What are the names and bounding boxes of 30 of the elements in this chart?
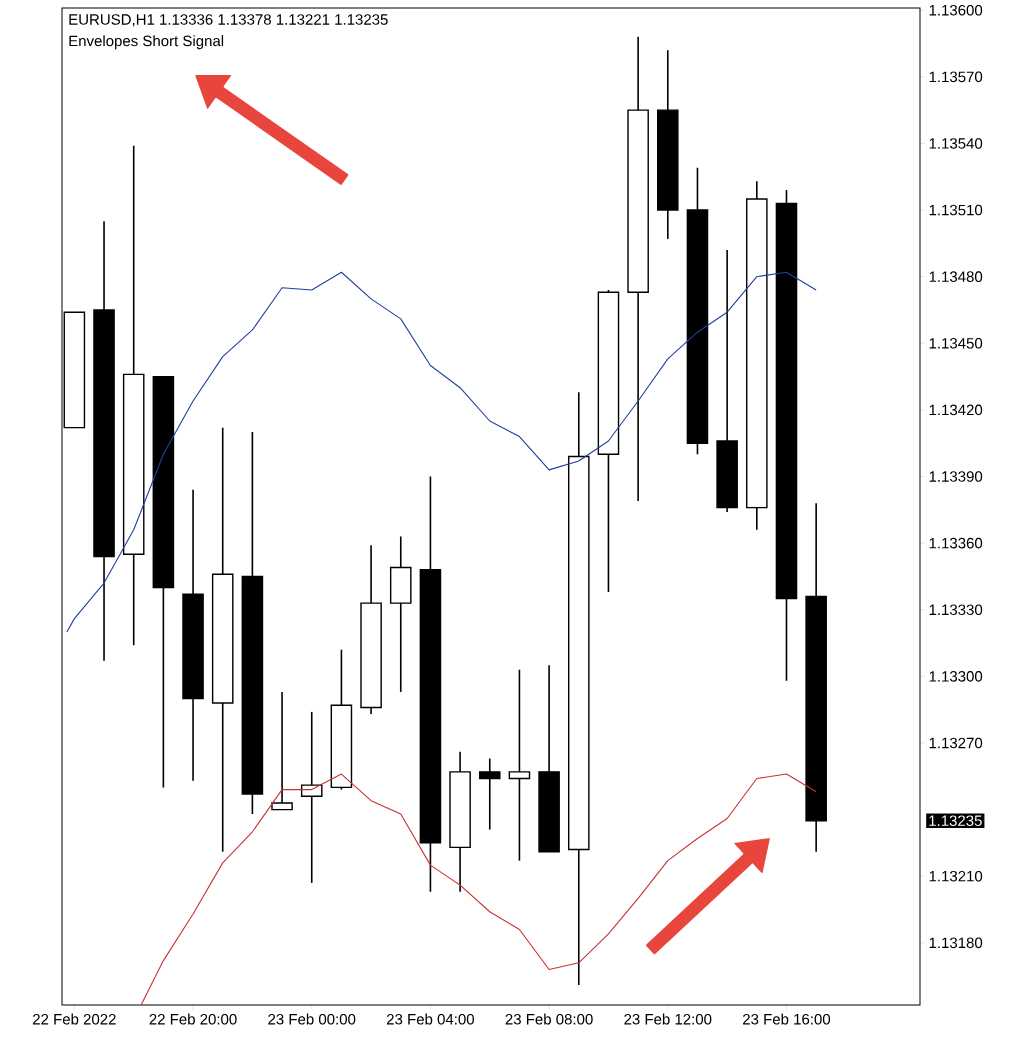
y-tick-label: 1.13420 bbox=[929, 404, 983, 416]
candlestick bbox=[300, 711, 323, 884]
line-series bbox=[140, 773, 817, 1005]
x-tick-label: 23 Feb 12:00 bbox=[624, 1013, 712, 1025]
candlestick bbox=[271, 691, 293, 811]
y-tick-label: 1.13270 bbox=[929, 737, 983, 749]
text: Envelopes Short Signal bbox=[69, 35, 224, 50]
y-tick-label: 1.13390 bbox=[929, 471, 983, 482]
line-series bbox=[66, 271, 817, 633]
candlestick bbox=[478, 757, 501, 831]
y-tick-label: 1.13210 bbox=[929, 870, 983, 882]
text: 1.13235 bbox=[929, 815, 982, 826]
y-tick-label: 1.13300 bbox=[929, 671, 983, 682]
x-tick-label: 23 Feb 08:00 bbox=[505, 1013, 593, 1025]
y-tick-label: 1.13600 bbox=[929, 4, 983, 16]
chart-title: EURUSD,H1 1.13336 1.13378 1.13221 1.13235 bbox=[69, 14, 388, 27]
y-tick-label: 1.13540 bbox=[929, 138, 983, 149]
y-tick-label: 1.13480 bbox=[929, 271, 983, 282]
y-tick-label: 1.13330 bbox=[929, 604, 983, 616]
candlestick bbox=[508, 668, 531, 862]
y-tick-label: 1.13360 bbox=[929, 537, 983, 549]
y-tick-label: 1.13570 bbox=[929, 71, 983, 83]
x-tick-label: 22 Feb 20:00 bbox=[149, 1013, 237, 1025]
y-tick-label: 1.13510 bbox=[929, 204, 983, 216]
y-tick-label: 1.13180 bbox=[929, 937, 983, 949]
x-tick-label: 22 Feb 2022 bbox=[33, 1013, 116, 1025]
y-tick-label: 1.13450 bbox=[929, 337, 983, 349]
x-tick-label: 23 Feb 16:00 bbox=[743, 1013, 831, 1025]
x-tick-label: 23 Feb 00:00 bbox=[268, 1013, 356, 1025]
x-tick-label: 23 Feb 04:00 bbox=[386, 1013, 475, 1025]
